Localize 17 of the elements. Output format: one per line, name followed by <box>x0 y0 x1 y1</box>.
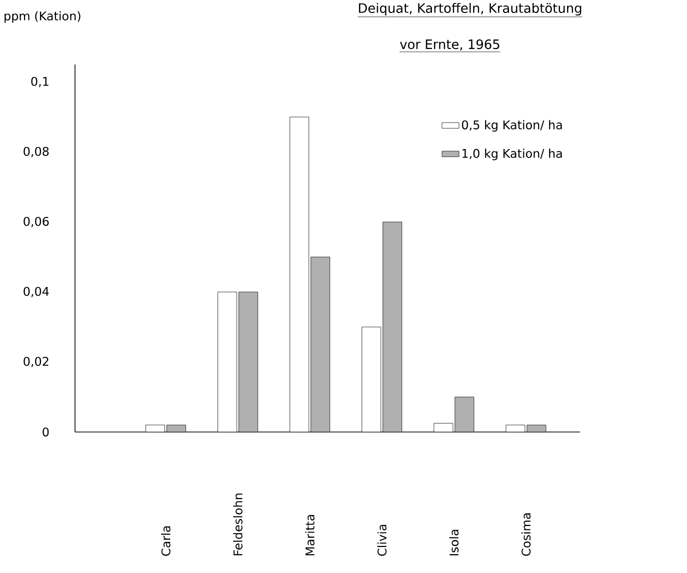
y-tick-label: 0,06 <box>24 216 49 228</box>
y-tick-label: 0 <box>42 427 49 437</box>
chart-subtitle: vor Ernte, 1965 <box>400 39 500 50</box>
y-tick-label: 0,1 <box>31 76 48 88</box>
x-tick-label: Feldeslohn <box>233 494 242 556</box>
x-tick-label: Carla <box>161 526 170 556</box>
y-axis-title: ppm (Kation) <box>4 11 80 23</box>
x-tick-label: Isola <box>449 530 459 556</box>
y-tick-label: 0,02 <box>24 356 48 368</box>
y-tick-label: 0,04 <box>24 286 49 298</box>
chart-title: Deiquat, Kartoffeln, Krautabtötung <box>358 2 582 16</box>
legend-label: 0,5 kg Kation/ ha <box>462 120 562 132</box>
legend-label: 1,0 kg Kation/ ha <box>462 148 562 160</box>
x-tick-label: Clivia <box>377 524 387 556</box>
y-tick-label: 0,08 <box>24 146 49 158</box>
x-tick-label: Maritta <box>305 514 314 556</box>
x-tick-label: Cosima <box>521 513 531 556</box>
